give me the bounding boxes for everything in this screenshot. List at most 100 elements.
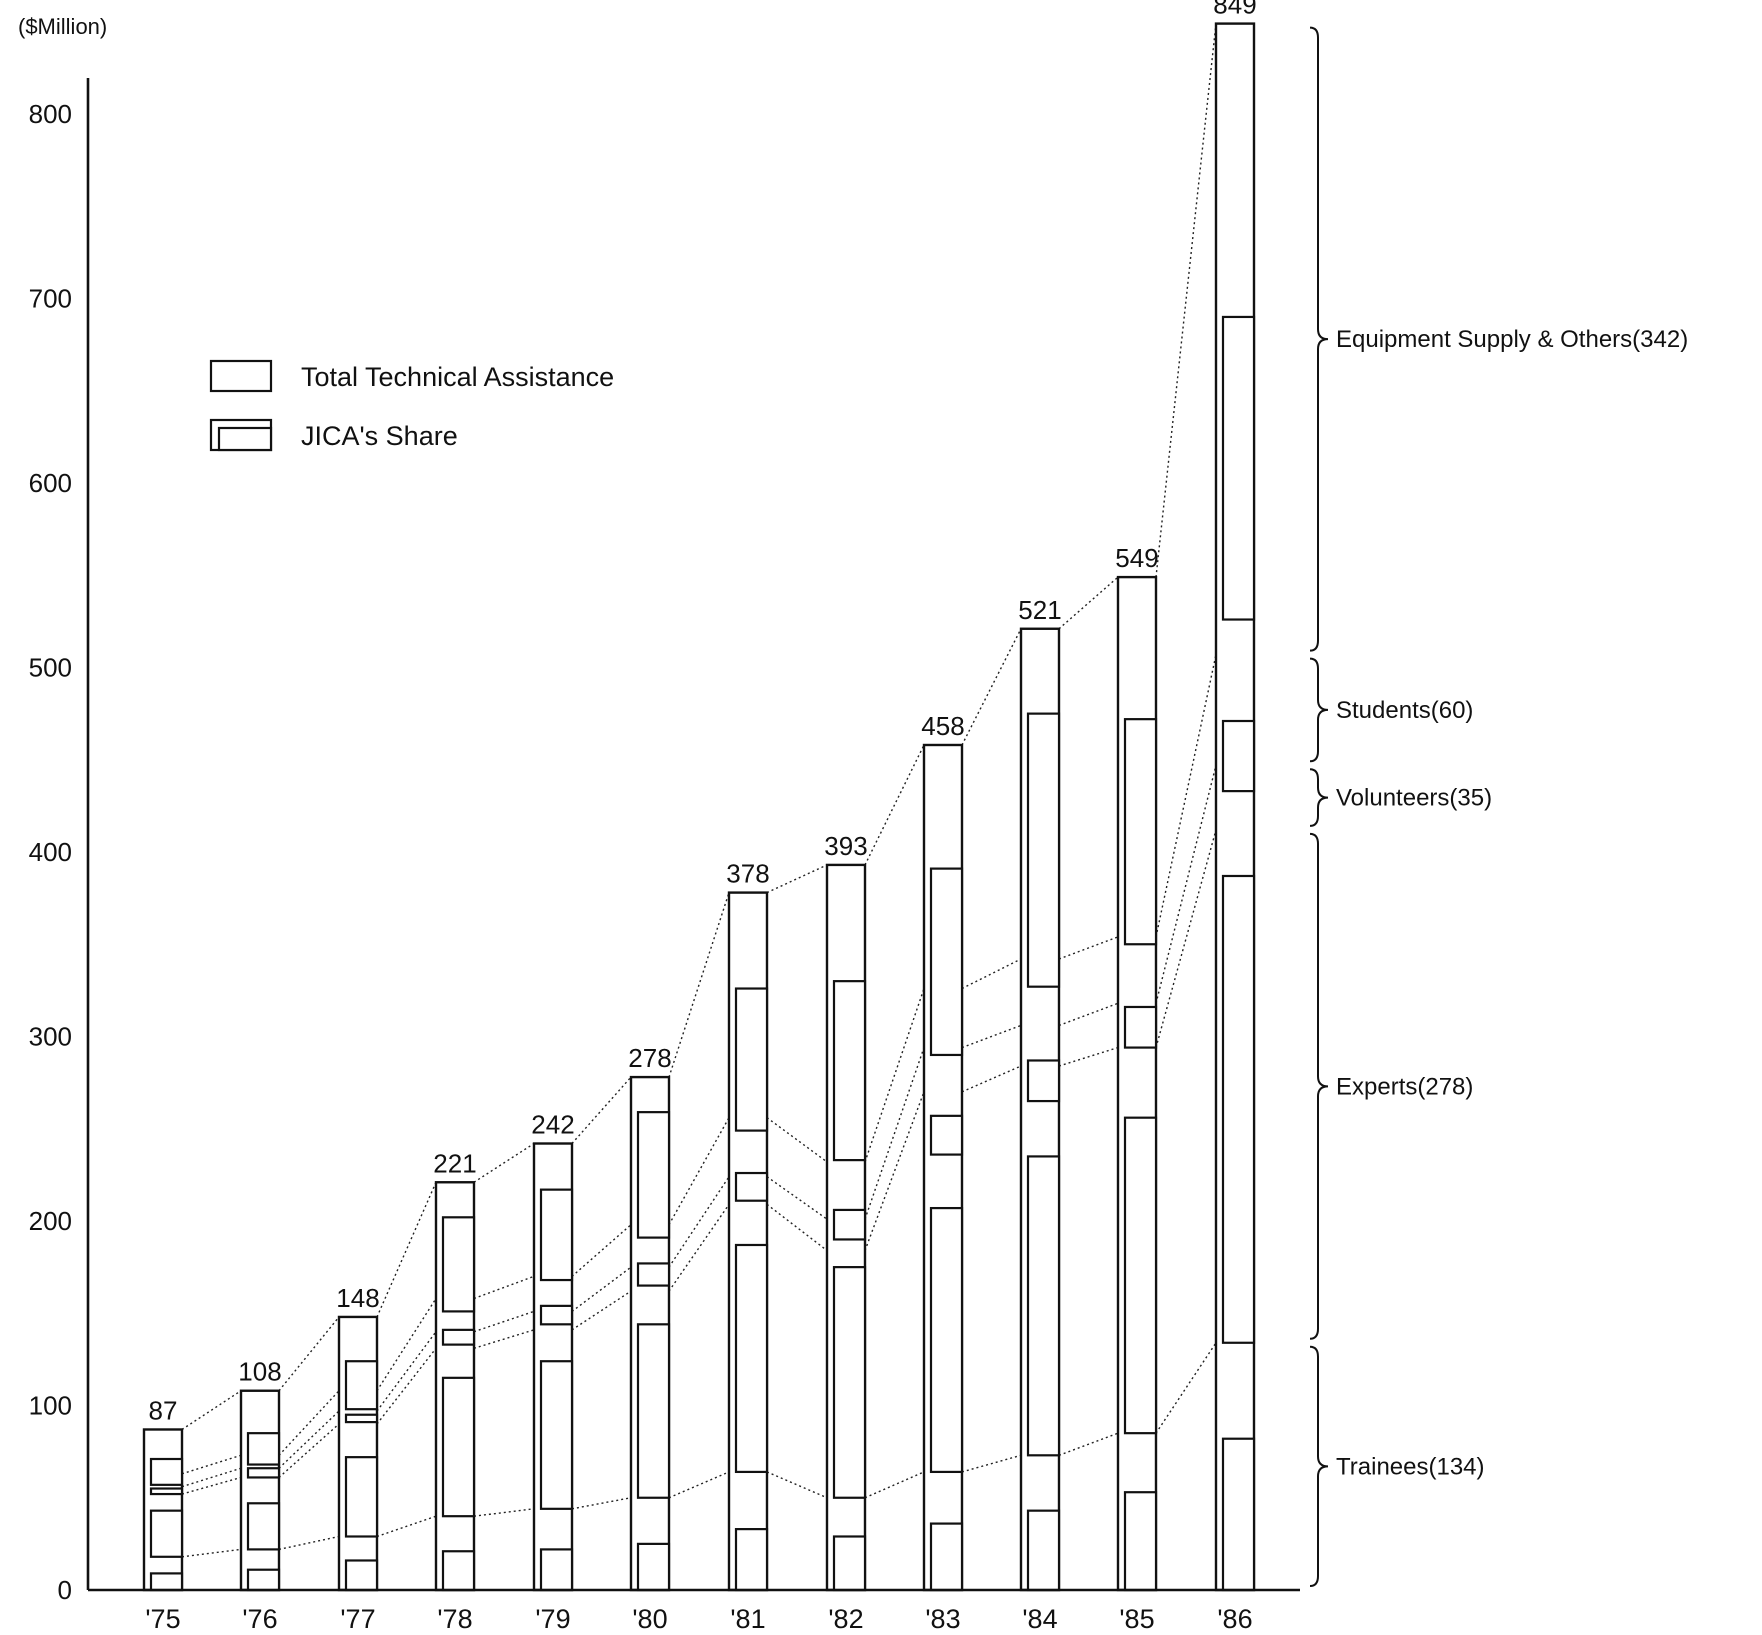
bar-jica-share-7-3 <box>832 980 867 1162</box>
axes <box>86 78 1300 1592</box>
y-tick-label: 700 <box>29 284 72 314</box>
connector-1-6 <box>766 1203 828 1252</box>
bar-total-label: 393 <box>824 831 867 861</box>
brace-4 <box>1309 1345 1329 1587</box>
bar-jica-share-2-2 <box>344 1413 379 1424</box>
bar-jica-share-4-0 <box>539 1548 574 1592</box>
annotation-label: Trainees(134) <box>1336 1453 1485 1480</box>
connector-total-9 <box>1058 576 1119 630</box>
legend-swatch-total <box>209 359 273 393</box>
connector-0-1 <box>278 1535 340 1551</box>
x-tick-label: '77 <box>340 1604 375 1634</box>
connector-3-0 <box>181 1454 242 1475</box>
bar-jica-share-4-1 <box>539 1360 574 1510</box>
y-tick-label: 500 <box>29 653 72 683</box>
connector-0-4 <box>571 1497 632 1510</box>
category-annotations: Equipment Supply & Others(342) Students(6… <box>1309 26 1688 1587</box>
connector-2-2 <box>376 1331 437 1412</box>
y-tick-label: 200 <box>29 1206 72 1236</box>
connector-1-1 <box>278 1423 340 1478</box>
bar-total-1 <box>239 1389 281 1592</box>
bar-jica-share-9-0 <box>1026 1509 1061 1592</box>
connector-2-9 <box>1058 1002 1119 1027</box>
connector-1-3 <box>473 1329 535 1349</box>
bar-jica-share-10-1 <box>1123 1116 1158 1435</box>
bar-jica-share-9-1 <box>1026 1155 1061 1457</box>
legend: Total Technical Assistance JICA's Share <box>209 359 614 452</box>
bar-jica-share-1-3 <box>246 1432 281 1466</box>
y-tick-label: 400 <box>29 837 72 867</box>
connector-total-0 <box>181 1390 242 1431</box>
connector-3-3 <box>473 1275 535 1300</box>
bar-total-label: 378 <box>726 859 769 889</box>
connector-1-4 <box>571 1290 632 1331</box>
bar-jica-share-3-3 <box>441 1216 476 1313</box>
connector-1-7 <box>864 1091 925 1251</box>
connector-0-0 <box>181 1548 242 1558</box>
connector-2-7 <box>864 1047 925 1220</box>
brace-0 <box>1309 26 1329 652</box>
connector-2-8 <box>961 1024 1022 1049</box>
bar-jica-share-9-2 <box>1026 1059 1061 1103</box>
connector-1-5 <box>668 1203 730 1292</box>
bar-jica-share-9-3 <box>1026 712 1061 988</box>
connector-3-2 <box>376 1298 437 1392</box>
bar-jica-share-2-1 <box>344 1456 379 1538</box>
connector-3-10 <box>1155 654 1217 938</box>
connector-2-1 <box>278 1410 340 1469</box>
connector-total-7 <box>864 744 925 866</box>
bar-jica-share-10-3 <box>1123 718 1158 946</box>
bar-total-label: 148 <box>336 1283 379 1313</box>
legend-swatch-jica-inner <box>217 426 273 452</box>
bar-total-label: 242 <box>531 1110 574 1140</box>
bar-jica-share-6-2 <box>734 1171 769 1202</box>
bar-jica-share-10-2 <box>1123 1005 1158 1049</box>
x-tick-label: '75 <box>145 1604 180 1634</box>
connector-total-8 <box>961 628 1022 746</box>
bar-jica-share-1-1 <box>246 1502 281 1551</box>
x-tick-label: '76 <box>242 1604 277 1634</box>
connector-0-6 <box>766 1471 828 1499</box>
y-tick-label: 300 <box>29 1022 72 1052</box>
connector-1-9 <box>1058 1046 1119 1067</box>
annotation-label: Students(60) <box>1336 697 1473 724</box>
bar-jica-share-0-1 <box>149 1509 184 1558</box>
y-tick-label: 600 <box>29 468 72 498</box>
connector-2-3 <box>473 1310 535 1333</box>
x-tick-label: '79 <box>535 1604 570 1634</box>
brace-1 <box>1309 657 1329 763</box>
x-tick-label: '86 <box>1217 1604 1252 1634</box>
annotation-label: Volunteers(35) <box>1336 785 1492 812</box>
bar-jica-share-11-2 <box>1221 719 1256 793</box>
bar-jica-share-6-0 <box>734 1528 769 1592</box>
bar-jica-share-8-0 <box>929 1522 964 1592</box>
connector-3-8 <box>961 958 1022 990</box>
connector-2-0 <box>181 1467 242 1488</box>
bar-jica-share-2-0 <box>344 1559 379 1592</box>
bar-jica-share-5-3 <box>636 1111 671 1239</box>
bar-total-11 <box>1214 22 1256 1592</box>
connector-3-7 <box>864 988 925 1163</box>
connector-total-4 <box>571 1076 632 1144</box>
labels: 0 100 200 300 400 500 600 700 800 '75 '76 '77 '78 '79… <box>29 0 1257 1634</box>
bar-jica-share-5-2 <box>636 1262 671 1287</box>
bar-jica-share-4-3 <box>539 1188 574 1282</box>
bar-jica-share-7-2 <box>832 1208 867 1241</box>
connector-1-8 <box>961 1065 1022 1093</box>
annotation-label: Experts(278) <box>1336 1073 1473 1100</box>
bar-total-label: 549 <box>1115 543 1158 573</box>
bar-jica-share-5-1 <box>636 1323 671 1499</box>
connector-lines <box>181 23 1217 1558</box>
connector-2-4 <box>571 1266 632 1312</box>
bar-total-label: 458 <box>921 711 964 741</box>
y-tick-label: 100 <box>29 1391 72 1421</box>
bar-jica-share-7-0 <box>832 1535 867 1592</box>
connector-0-3 <box>473 1508 535 1517</box>
connector-0-7 <box>864 1471 925 1499</box>
connector-1-0 <box>181 1476 242 1495</box>
brace-3 <box>1309 832 1329 1340</box>
x-tick-label: '82 <box>828 1604 863 1634</box>
bar-jica-share-11-1 <box>1221 874 1256 1344</box>
bar-jica-share-0-2 <box>149 1487 184 1496</box>
